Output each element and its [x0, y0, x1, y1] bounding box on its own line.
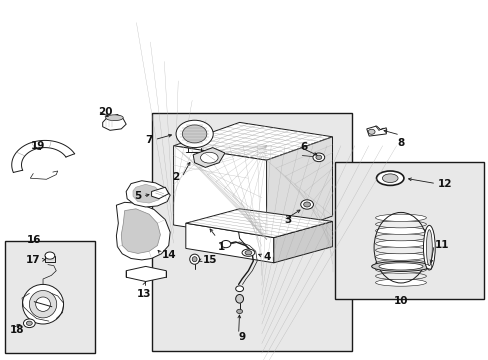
Ellipse shape	[375, 214, 426, 221]
Ellipse shape	[235, 286, 243, 292]
Polygon shape	[121, 209, 160, 253]
Polygon shape	[366, 126, 386, 136]
Ellipse shape	[375, 266, 426, 273]
Ellipse shape	[371, 261, 429, 271]
Text: 14: 14	[161, 250, 176, 260]
Ellipse shape	[378, 263, 422, 270]
Ellipse shape	[375, 273, 426, 280]
Ellipse shape	[182, 125, 206, 143]
Ellipse shape	[105, 115, 123, 121]
Text: 18: 18	[10, 325, 24, 336]
Polygon shape	[133, 184, 161, 203]
Ellipse shape	[236, 309, 242, 314]
Text: 20: 20	[98, 107, 112, 117]
Ellipse shape	[189, 254, 199, 264]
Text: 16: 16	[27, 235, 41, 246]
Text: 11: 11	[434, 240, 449, 250]
Ellipse shape	[375, 247, 426, 254]
Bar	[151, 113, 351, 351]
Polygon shape	[126, 181, 170, 207]
Polygon shape	[173, 122, 332, 160]
Ellipse shape	[26, 321, 32, 325]
Text: 19: 19	[30, 141, 44, 151]
Ellipse shape	[375, 234, 426, 241]
Ellipse shape	[244, 251, 251, 255]
Ellipse shape	[312, 153, 324, 162]
Ellipse shape	[192, 257, 197, 262]
Text: 15: 15	[203, 255, 217, 265]
Text: 2: 2	[172, 172, 179, 182]
Ellipse shape	[426, 230, 431, 266]
Text: 5: 5	[134, 191, 142, 201]
Polygon shape	[151, 187, 168, 199]
Ellipse shape	[375, 227, 426, 234]
Ellipse shape	[376, 171, 403, 185]
Ellipse shape	[22, 284, 63, 324]
Ellipse shape	[36, 297, 50, 311]
Text: 4: 4	[263, 252, 270, 262]
Polygon shape	[273, 221, 332, 263]
Text: 13: 13	[137, 289, 151, 299]
Text: 10: 10	[393, 296, 407, 306]
Ellipse shape	[29, 291, 57, 318]
Polygon shape	[126, 266, 166, 282]
Ellipse shape	[315, 155, 321, 159]
Polygon shape	[116, 202, 170, 260]
Ellipse shape	[45, 252, 55, 259]
Ellipse shape	[375, 279, 426, 286]
Text: 7: 7	[145, 135, 153, 145]
Polygon shape	[185, 223, 273, 263]
Ellipse shape	[300, 200, 313, 209]
Ellipse shape	[176, 120, 213, 148]
Ellipse shape	[375, 221, 426, 228]
Ellipse shape	[375, 240, 426, 247]
Polygon shape	[266, 137, 332, 239]
Text: 1: 1	[217, 242, 224, 252]
Polygon shape	[193, 148, 224, 167]
Ellipse shape	[367, 129, 374, 134]
Ellipse shape	[23, 319, 35, 328]
Ellipse shape	[375, 253, 426, 260]
Text: 6: 6	[300, 142, 307, 152]
Ellipse shape	[242, 249, 254, 256]
Ellipse shape	[423, 225, 434, 270]
Ellipse shape	[375, 260, 426, 267]
Ellipse shape	[303, 202, 310, 207]
Ellipse shape	[221, 240, 230, 248]
Bar	[334, 162, 483, 299]
Ellipse shape	[235, 294, 243, 303]
Text: 12: 12	[437, 179, 451, 189]
Ellipse shape	[382, 174, 397, 183]
Polygon shape	[185, 209, 332, 238]
Ellipse shape	[200, 152, 218, 163]
Text: 8: 8	[397, 138, 404, 148]
Text: 3: 3	[284, 215, 291, 225]
Bar	[5, 241, 95, 353]
Polygon shape	[173, 146, 266, 239]
Text: 9: 9	[238, 332, 245, 342]
Text: 17: 17	[25, 255, 40, 265]
